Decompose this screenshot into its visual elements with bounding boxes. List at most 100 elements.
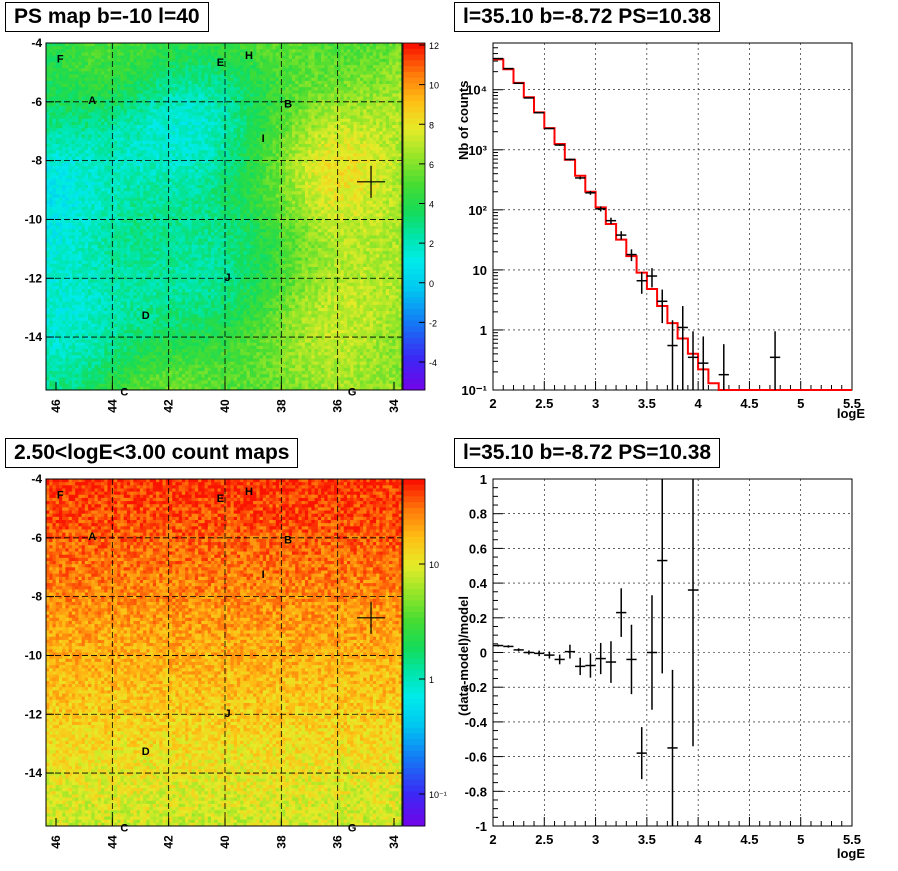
map-cell bbox=[337, 46, 341, 50]
map-cell bbox=[133, 65, 137, 69]
map-cell bbox=[395, 147, 400, 151]
map-cell bbox=[120, 166, 125, 170]
map-cell bbox=[272, 150, 277, 154]
map-cell bbox=[343, 61, 348, 66]
map-cell bbox=[301, 46, 306, 50]
map-cell bbox=[236, 52, 241, 56]
map-cell bbox=[253, 102, 257, 107]
map-cell bbox=[62, 58, 66, 63]
map-cell bbox=[49, 159, 53, 164]
map-cell bbox=[120, 43, 125, 47]
map-cell bbox=[230, 87, 235, 91]
map-cell bbox=[217, 143, 222, 148]
map-cell bbox=[84, 143, 89, 148]
map-cell bbox=[266, 106, 270, 110]
map-cell bbox=[311, 181, 315, 186]
map-cell bbox=[243, 43, 248, 47]
map-cell bbox=[88, 150, 92, 154]
map-cell bbox=[236, 43, 241, 47]
map-cell bbox=[298, 172, 303, 176]
map-cell bbox=[198, 55, 202, 60]
map-cell bbox=[149, 46, 154, 50]
map-cell bbox=[314, 121, 319, 126]
map-cell bbox=[343, 109, 348, 113]
map-cell bbox=[379, 90, 383, 94]
map-cell bbox=[71, 55, 76, 60]
map-cell bbox=[194, 162, 199, 167]
map-cell bbox=[152, 96, 157, 101]
map-cell bbox=[369, 112, 374, 116]
map-cell bbox=[94, 61, 99, 66]
map-cell bbox=[382, 172, 387, 176]
map-cell bbox=[159, 99, 163, 104]
map-cell bbox=[304, 140, 309, 145]
map-cell bbox=[249, 99, 254, 104]
map-cell bbox=[301, 77, 306, 82]
map-cell bbox=[78, 175, 82, 179]
map-cell bbox=[379, 153, 383, 157]
map-cell bbox=[149, 49, 154, 53]
map-cell bbox=[107, 121, 112, 126]
map-cell bbox=[389, 172, 393, 176]
map-cell bbox=[201, 118, 205, 123]
map-cell bbox=[285, 65, 290, 69]
map-cell bbox=[101, 43, 105, 47]
map-cell bbox=[398, 71, 403, 75]
map-cell bbox=[363, 106, 367, 110]
map-cell bbox=[191, 65, 196, 69]
map-cell bbox=[97, 109, 102, 113]
map-cell bbox=[311, 150, 315, 154]
map-cell bbox=[301, 102, 306, 107]
map-cell bbox=[382, 68, 387, 72]
map-cell bbox=[243, 55, 248, 60]
map-cell bbox=[49, 68, 53, 72]
map-cell bbox=[379, 87, 383, 91]
map-cell bbox=[172, 156, 176, 161]
map-cell bbox=[350, 121, 354, 126]
map-cell bbox=[304, 96, 309, 101]
map-cell bbox=[298, 159, 303, 164]
map-cell bbox=[191, 121, 196, 126]
map-cell bbox=[101, 55, 105, 60]
map-cell bbox=[282, 93, 286, 97]
map-cell bbox=[178, 147, 183, 151]
map-cell bbox=[269, 172, 273, 176]
map-cell bbox=[282, 118, 286, 123]
map-cell bbox=[382, 52, 387, 56]
map-cell bbox=[156, 80, 160, 85]
map-cell bbox=[346, 84, 351, 88]
map-cell bbox=[101, 71, 105, 75]
map-cell bbox=[178, 65, 183, 69]
map-cell bbox=[330, 43, 335, 47]
map-cell bbox=[379, 118, 383, 123]
map-cell bbox=[194, 166, 199, 170]
map-cell bbox=[240, 159, 244, 164]
map-cell bbox=[126, 58, 131, 63]
map-cell bbox=[211, 115, 215, 120]
map-cell bbox=[104, 143, 108, 148]
map-cell bbox=[55, 125, 60, 129]
map-cell bbox=[382, 162, 387, 167]
map-cell bbox=[175, 102, 180, 107]
map-cell bbox=[62, 49, 66, 53]
map-cell bbox=[104, 96, 108, 101]
map-cell bbox=[185, 87, 189, 91]
map-cell bbox=[146, 118, 150, 123]
map-cell bbox=[91, 43, 95, 47]
map-cell bbox=[304, 178, 309, 183]
map-cell bbox=[94, 58, 99, 63]
map-cell bbox=[149, 169, 154, 173]
map-cell bbox=[291, 112, 296, 116]
map-cell bbox=[101, 65, 105, 69]
map-cell bbox=[162, 181, 167, 186]
map-cell bbox=[194, 96, 199, 101]
map-cell bbox=[288, 43, 293, 47]
map-cell bbox=[233, 112, 238, 116]
map-cell bbox=[58, 150, 63, 154]
map-cell bbox=[385, 55, 390, 60]
map-cell bbox=[214, 112, 218, 116]
map-cell bbox=[113, 80, 118, 85]
map-cell bbox=[146, 90, 150, 94]
map-cell bbox=[133, 143, 137, 148]
map-cell bbox=[156, 109, 160, 113]
